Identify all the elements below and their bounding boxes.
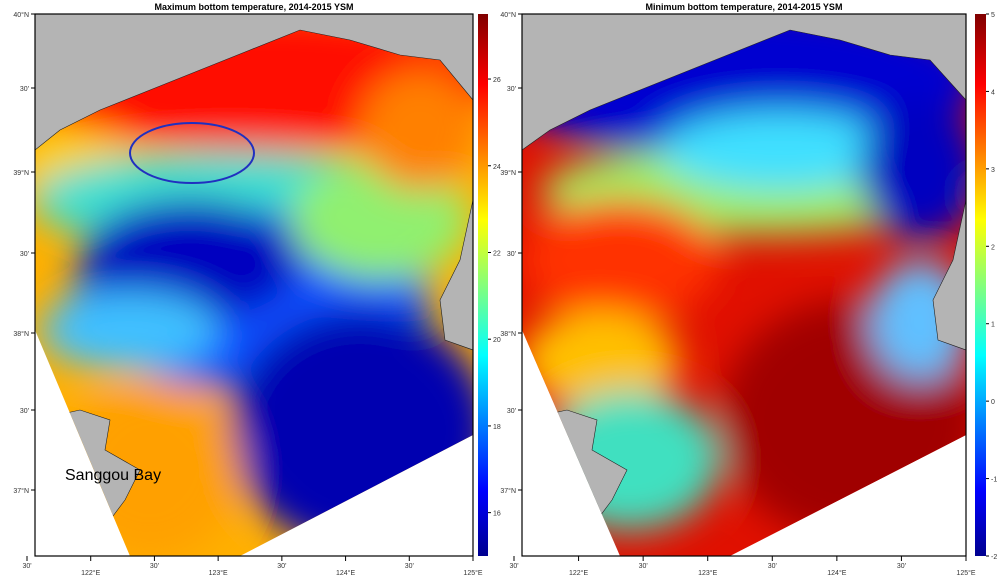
x-tick-label: 30' (639, 563, 648, 570)
colorbar-tick-label: 5 (991, 12, 995, 19)
colorbar-tick-label: -1 (991, 477, 997, 484)
x-tick-label: 30' (768, 563, 777, 570)
min-temperature-map: Minimum bottom temperature, 2014-2015 YS… (500, 2, 997, 577)
land-north (35, 14, 473, 151)
y-tick-label: 38°N (13, 330, 29, 338)
x-tick-label: 125°E (463, 569, 482, 577)
y-tick-label: 30' (20, 86, 29, 93)
min-colorbar (975, 14, 986, 556)
y-tick-label: 30' (20, 251, 29, 258)
x-tick-label: 30' (277, 563, 286, 570)
min-temp-field (522, 14, 966, 556)
x-tick-label: 30' (405, 563, 414, 570)
y-tick-label: 37°N (13, 487, 29, 495)
max-title: Maximum bottom temperature, 2014-2015 YS… (155, 2, 354, 12)
colorbar-tick-label: -2 (991, 554, 997, 561)
colorbar-tick-label: 4 (991, 89, 995, 96)
x-tick-label: 30' (22, 563, 31, 570)
y-tick-label: 30' (507, 408, 516, 415)
x-tick-label: 124°E (827, 569, 846, 577)
x-tick-label: 122°E (81, 569, 100, 577)
y-tick-label: 30' (20, 408, 29, 415)
y-tick-label: 30' (507, 86, 516, 93)
y-tick-label: 37°N (500, 487, 516, 495)
colorbar-tick-label: 2 (991, 244, 995, 251)
highlight-ellipse (129, 122, 255, 184)
colorbar-tick-label: 24 (493, 164, 501, 171)
y-tick-label: 38°N (500, 330, 516, 338)
x-tick-label: 30' (897, 563, 906, 570)
y-tick-label: 39°N (13, 169, 29, 177)
colorbar-tick-label: 22 (493, 250, 501, 257)
x-tick-label: 122°E (569, 569, 588, 577)
y-tick-label: 30' (507, 251, 516, 258)
y-tick-label: 40°N (500, 11, 516, 19)
x-tick-label: 123°E (209, 569, 228, 577)
colorbar-tick-label: 1 (991, 322, 995, 329)
x-tick-label: 124°E (336, 569, 355, 577)
x-tick-label: 125°E (956, 569, 975, 577)
min-title: Minimum bottom temperature, 2014-2015 YS… (646, 2, 843, 12)
y-tick-label: 40°N (13, 11, 29, 19)
colorbar-tick-label: 0 (991, 399, 995, 406)
x-tick-label: 30' (150, 563, 159, 570)
max-temperature-map: Sanggou Bay Maximum bottom temperature, … (13, 2, 501, 577)
colorbar-tick-label: 3 (991, 167, 995, 174)
x-tick-label: 123°E (698, 569, 717, 577)
annotation-sanggou-bay: Sanggou Bay (65, 467, 161, 484)
colorbar-tick-label: 26 (493, 77, 501, 84)
y-tick-label: 39°N (500, 169, 516, 177)
max-colorbar (478, 14, 488, 556)
colorbar-tick-label: 18 (493, 424, 501, 431)
land-korea (439, 199, 473, 351)
x-tick-label: 30' (509, 563, 518, 570)
colorbar-tick-label: 20 (493, 337, 501, 344)
colorbar-tick-label: 16 (493, 511, 501, 518)
